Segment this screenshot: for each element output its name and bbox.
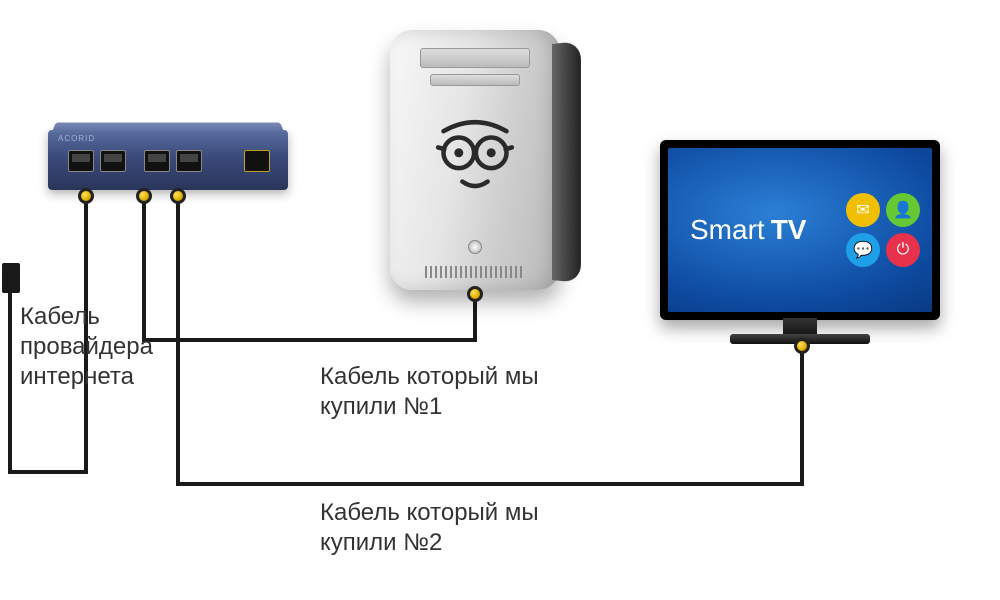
tv-screen: Smart TV ✉👤💬⏻: [668, 148, 932, 312]
tv-app-icon: ⏻: [886, 233, 920, 267]
connection-dot: [794, 338, 810, 354]
connection-dot: [78, 188, 94, 204]
connection-dot: [136, 188, 152, 204]
connection-dot: [170, 188, 186, 204]
tv-app-icon: ✉: [846, 193, 880, 227]
smart-tv-logo: Smart TV: [690, 214, 806, 246]
cable-1-label: Кабель который мыкупили №1: [320, 362, 539, 422]
smart-tv: Smart TV ✉👤💬⏻: [660, 140, 940, 320]
vent-icon: [425, 266, 525, 278]
connection-dot: [467, 286, 483, 302]
switch-brand-label: ACORID: [58, 134, 95, 143]
ethernet-port-icon: [100, 150, 126, 172]
provider-cable-label: Кабельпровайдераинтернета: [20, 302, 153, 392]
drive-bay-icon: [430, 74, 520, 86]
nerd-face-icon: [430, 115, 520, 205]
ethernet-port-icon: [144, 150, 170, 172]
tv-app-icon: 👤: [886, 193, 920, 227]
power-button-icon: [468, 240, 482, 254]
ethernet-port-icon: [68, 150, 94, 172]
tv-app-icon: 💬: [846, 233, 880, 267]
tv-app-grid: ✉👤💬⏻: [846, 193, 920, 267]
pc-tower: [390, 30, 560, 290]
cable-2-label: Кабель который мыкупили №2: [320, 498, 539, 558]
provider-cable-plug: [2, 263, 20, 293]
tv-text-bold: TV: [771, 214, 807, 246]
ethernet-port-icon: [176, 150, 202, 172]
optical-drive-icon: [420, 48, 530, 68]
wan-port-icon: [244, 150, 270, 172]
network-switch: ACORID: [48, 130, 288, 190]
tv-text-light: Smart: [690, 214, 765, 246]
